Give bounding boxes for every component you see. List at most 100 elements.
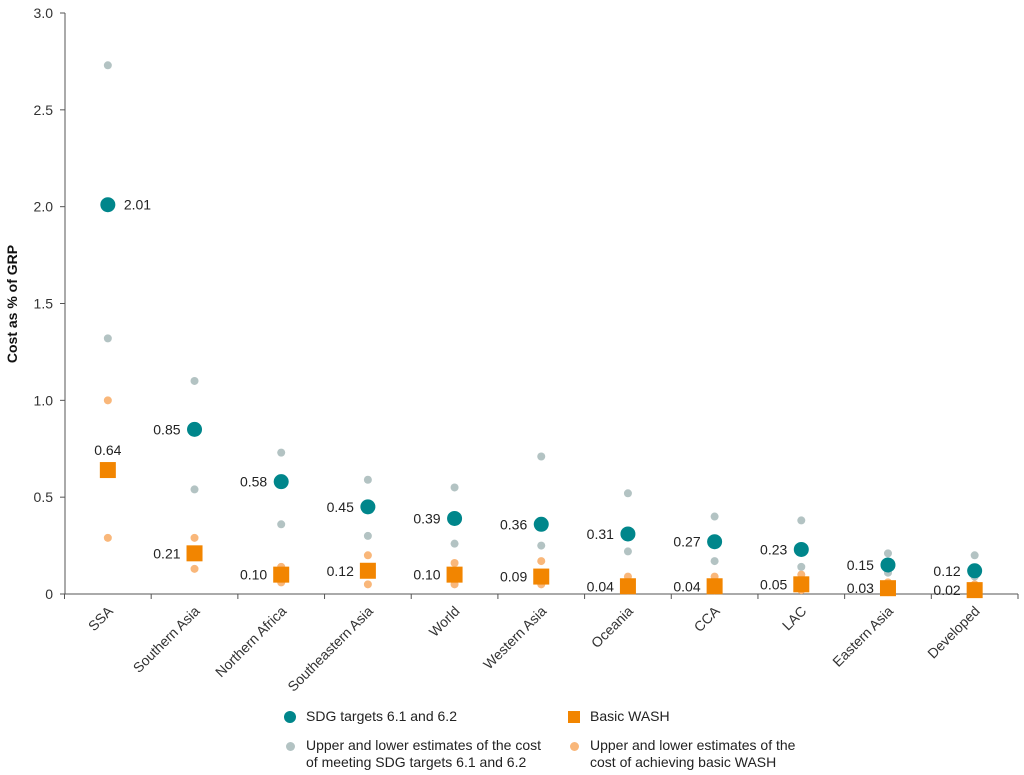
sdg-point	[273, 474, 289, 490]
sdg-upper-estimate-point	[537, 452, 546, 461]
sdg-upper-estimate-point	[103, 61, 112, 70]
value-labels: 2.01 0.64 0.85 0.21 0.58 0.10 0.45 0.12 0.39 0.10…	[94, 197, 961, 598]
sdg-point	[880, 557, 896, 573]
y-tick-label: 3.0	[34, 5, 54, 21]
category-label: Oceania	[588, 603, 636, 651]
sdg-point	[100, 197, 116, 213]
basic-value-label: 0.10	[240, 567, 267, 583]
basic-wash-point	[186, 545, 203, 562]
sdg-value-label: 0.39	[413, 510, 440, 526]
range-markers	[103, 61, 979, 597]
sdg-upper-estimate-point	[623, 489, 632, 498]
y-tick-label: 0.5	[34, 489, 54, 505]
category-label: Northern Africa	[212, 603, 289, 680]
y-tick-label: 2.0	[34, 199, 54, 215]
basic-lower-estimate-point	[103, 533, 112, 542]
axes	[60, 12, 1019, 599]
legend-label-basic-range-1: Upper and lower estimates of the	[590, 737, 796, 753]
sdg-point	[967, 563, 983, 579]
basic-wash-point	[359, 562, 376, 579]
basic-wash-point	[273, 566, 290, 583]
sdg-point	[187, 421, 203, 437]
y-tick-label: 0	[45, 586, 53, 602]
basic-wash-point	[446, 566, 463, 583]
sdg-upper-estimate-point	[450, 483, 459, 492]
basic-wash-point	[706, 578, 723, 595]
basic-upper-estimate-point	[103, 396, 112, 405]
sdg-lower-estimate-point	[797, 562, 806, 571]
sdg-point	[533, 516, 549, 532]
legend-item-sdg: SDG targets 6.1 and 6.2	[284, 708, 457, 725]
basic-upper-estimate-point	[537, 557, 546, 566]
sdg-lower-estimate-point	[537, 541, 546, 550]
legend-label-sdg-range-1: Upper and lower estimates of the cost	[306, 737, 542, 753]
basic-value-label: 0.09	[500, 569, 527, 585]
basic-wash-point	[533, 568, 550, 585]
sdg-upper-estimate-point	[710, 512, 719, 521]
basic-wash-point	[793, 576, 810, 593]
sdg-upper-estimate-point	[190, 376, 199, 385]
value-markers	[99, 197, 983, 599]
basic-value-label: 0.12	[327, 563, 354, 579]
basic-wash-point	[99, 462, 116, 479]
basic-upper-estimate-point	[450, 559, 459, 568]
y-tick-label: 2.5	[34, 102, 54, 118]
sdg-upper-estimate-point	[797, 516, 806, 525]
sdg-point	[707, 534, 723, 550]
sdg-value-label: 0.15	[847, 557, 874, 573]
category-label: Western Asia	[480, 603, 550, 673]
sdg-lower-estimate-point	[450, 539, 459, 548]
sdg-point	[360, 499, 376, 515]
basic-value-label: 0.03	[847, 580, 874, 596]
basic-value-label: 0.05	[760, 576, 787, 592]
sdg-lower-estimate-point	[277, 520, 286, 529]
sdg-lower-estimate-point	[363, 531, 372, 540]
sdg-lower-estimate-point	[190, 485, 199, 494]
sdg-value-label: 0.27	[673, 534, 700, 550]
sdg-value-label: 0.31	[587, 526, 614, 542]
y-tick-labels: 0 0.5 1.0 1.5 2.0 2.5 3.0	[34, 5, 54, 602]
chart-plot: 0 0.5 1.0 1.5 2.0 2.5 3.0 SSA Southern Asia Nort…	[4, 5, 1019, 694]
category-label: Southern Asia	[130, 603, 203, 676]
sdg-lower-estimate-point	[103, 334, 112, 343]
basic-value-label: 0.02	[933, 582, 960, 598]
sdg-marker-icon	[284, 711, 296, 723]
sdg-range-marker-icon	[286, 742, 295, 751]
legend-item-basic-range: Upper and lower estimates of the cost of…	[568, 737, 795, 771]
basic-value-label: 0.04	[587, 578, 614, 594]
sdg-upper-estimate-point	[363, 475, 372, 484]
sdg-upper-estimate-point	[883, 549, 892, 558]
basic-upper-estimate-point	[190, 533, 199, 542]
y-tick-label: 1.0	[34, 392, 54, 408]
sdg-value-label: 0.45	[327, 499, 354, 515]
basic-marker-icon	[568, 711, 580, 723]
sdg-lower-estimate-point	[623, 547, 632, 556]
sdg-upper-estimate-point	[277, 448, 286, 457]
basic-value-label: 0.21	[153, 545, 180, 561]
legend-label-basic-range-2: cost of achieving basic WASH	[590, 754, 777, 770]
basic-upper-estimate-point	[363, 551, 372, 560]
category-label: Developed	[924, 603, 983, 662]
category-label: Eastern Asia	[829, 603, 896, 670]
y-tick-label: 1.5	[34, 296, 54, 312]
basic-lower-estimate-point	[363, 580, 372, 589]
legend-label-sdg: SDG targets 6.1 and 6.2	[306, 708, 457, 724]
basic-value-label: 0.04	[673, 578, 700, 594]
category-label: CCA	[691, 602, 724, 635]
legend-item-basic: Basic WASH	[568, 708, 670, 725]
sdg-value-label: 2.01	[124, 197, 151, 213]
sdg-point	[793, 541, 809, 557]
x-category-labels: SSA Southern Asia Northern AfricaSoutheast…	[85, 602, 983, 694]
sdg-value-label: 0.23	[760, 541, 787, 557]
sdg-value-label: 0.58	[240, 474, 267, 490]
sdg-point	[620, 526, 636, 542]
legend-item-sdg-range: Upper and lower estimates of the cost of…	[284, 737, 541, 771]
basic-wash-point	[619, 578, 636, 595]
legend-label-basic: Basic WASH	[590, 708, 670, 724]
sdg-lower-estimate-point	[710, 557, 719, 566]
sdg-value-label: 0.85	[153, 421, 180, 437]
category-label: LAC	[779, 603, 810, 634]
basic-lower-estimate-point	[190, 564, 199, 573]
category-label: World	[426, 603, 463, 640]
basic-value-label: 0.64	[94, 442, 121, 458]
